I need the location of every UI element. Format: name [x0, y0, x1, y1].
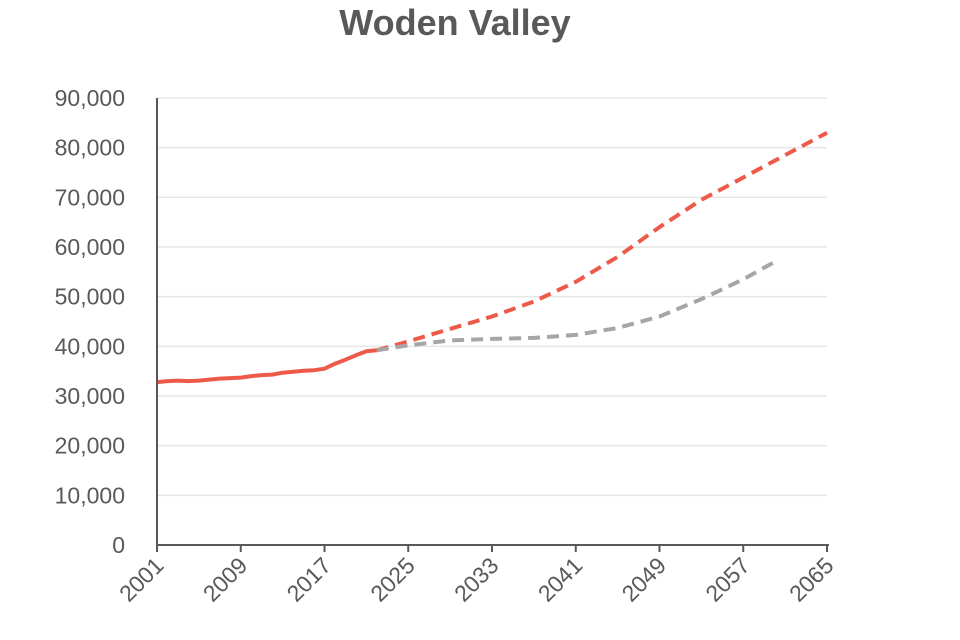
y-tick-label: 20,000	[55, 433, 125, 459]
x-tick-label: 2057	[700, 552, 755, 607]
y-tick-label: 50,000	[55, 284, 125, 310]
x-tick-label: 2033	[449, 552, 504, 607]
y-tick-label: 0	[112, 532, 125, 558]
x-tick-label: 2025	[365, 552, 420, 607]
chart-title: Woden Valley	[339, 2, 571, 43]
y-tick-label: 10,000	[55, 482, 125, 508]
x-tick-label: 2017	[281, 552, 336, 607]
y-tick-label: 40,000	[55, 333, 125, 359]
y-tick-label: 60,000	[55, 234, 125, 260]
x-axis-ticks: 2001 2009 2017 2025 2033 2041 2049 2057 2065	[114, 545, 839, 607]
x-tick-label: 2041	[533, 552, 588, 607]
gridlines	[157, 97, 827, 497]
series-line-2	[376, 131, 828, 353]
axes	[156, 98, 829, 546]
series-lines	[156, 131, 828, 385]
series-line-3	[376, 260, 776, 353]
x-tick-label: 2049	[616, 552, 671, 607]
y-tick-label: 30,000	[55, 383, 125, 409]
y-tick-label: 80,000	[55, 135, 125, 161]
y-axis-ticks: 0 10,000 20,000 30,000 40,000 50,000 60,000 70,…	[55, 85, 125, 558]
x-tick-label: 2009	[198, 552, 253, 607]
y-tick-label: 70,000	[55, 184, 125, 210]
x-tick-label: 2065	[784, 552, 839, 607]
x-tick-label: 2001	[114, 552, 169, 607]
series-line-1	[156, 348, 377, 385]
y-tick-label: 90,000	[55, 85, 125, 111]
